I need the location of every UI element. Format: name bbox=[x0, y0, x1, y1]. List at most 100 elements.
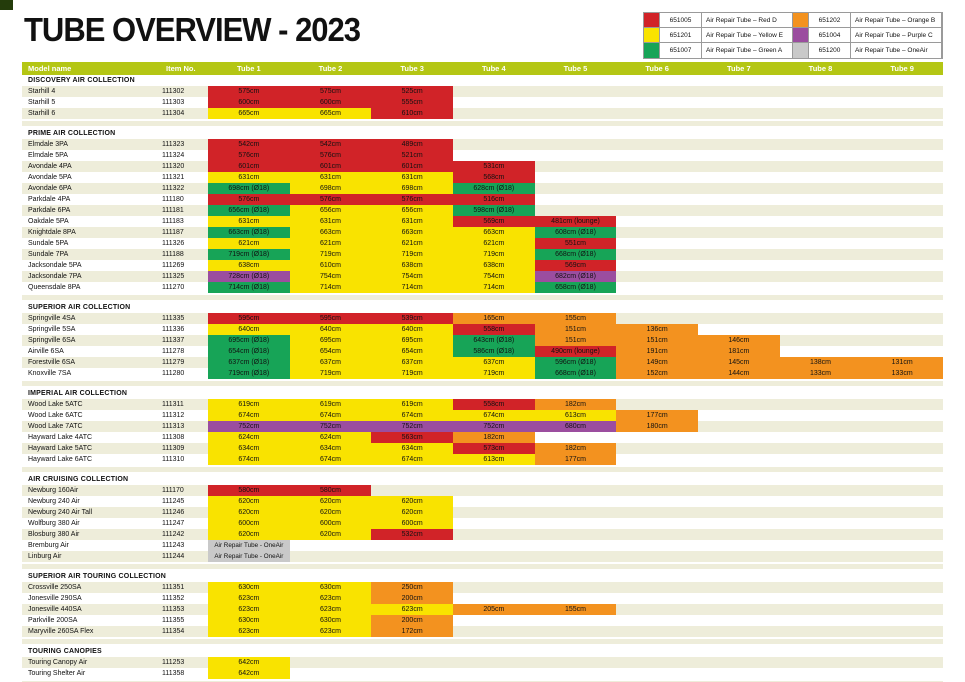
tube-cell bbox=[616, 249, 698, 260]
tube-cell bbox=[780, 227, 862, 238]
table-row: Newburg 240 Air 111245 620cm 620cm 620cm bbox=[22, 496, 943, 507]
item-number: 111358 bbox=[162, 670, 185, 677]
tube-cell: 610cm bbox=[371, 108, 453, 119]
table-row: Starhill 4 111302 575cm 575cm 525cm bbox=[22, 86, 943, 97]
tube-cell: 631cm bbox=[371, 172, 453, 183]
tube-cell: 620cm bbox=[208, 507, 290, 518]
legend-swatch-yellow-icon bbox=[644, 28, 660, 43]
table-row: Parkdale 6PA 111181 656cm (Ø18) 656cm 656cm 5… bbox=[22, 205, 943, 216]
tube-cell bbox=[698, 668, 780, 679]
model-name: Maryville 260SA Flex bbox=[28, 628, 94, 635]
tube-cell bbox=[616, 150, 698, 161]
tube-cell bbox=[616, 216, 698, 227]
tube-cell bbox=[453, 582, 535, 593]
tube-cell: 630cm bbox=[208, 615, 290, 626]
tube-cell bbox=[535, 205, 617, 216]
model-name: Newburg 160Air bbox=[28, 487, 79, 494]
table-row: Crossville 250SA 111351 630cm 630cm 250cm bbox=[22, 582, 943, 593]
tube-cell bbox=[535, 615, 617, 626]
tube-cell: 620cm bbox=[208, 496, 290, 507]
tube-cell bbox=[616, 485, 698, 496]
legend-swatch-orange-icon bbox=[793, 13, 809, 28]
tube-cell: 151cm bbox=[616, 335, 698, 346]
tube-cell: 638cm bbox=[371, 260, 453, 271]
tube-cell bbox=[616, 139, 698, 150]
tube-cell bbox=[616, 668, 698, 679]
item-number: 111269 bbox=[162, 262, 185, 269]
item-number: 111312 bbox=[162, 412, 185, 419]
tube-cell bbox=[453, 551, 535, 562]
tube-cell: 144cm bbox=[697, 368, 780, 379]
tube-cell: 596cm (Ø18) bbox=[534, 357, 617, 368]
item-number: 111170 bbox=[162, 487, 184, 494]
tube-cell bbox=[453, 593, 535, 604]
model-name: Sundale 5PA bbox=[28, 240, 69, 247]
table-row: Jonesville 440SA 111353 623cm 623cm 623cm 205… bbox=[22, 604, 943, 615]
tube-cell: 133cm bbox=[779, 368, 862, 379]
tube-cell bbox=[616, 496, 698, 507]
tube-cell: 151cm bbox=[534, 335, 617, 346]
legend-item: 651200 Air Repair Tube – OneAir bbox=[793, 43, 942, 58]
tube-cell bbox=[861, 604, 943, 615]
tube-cell bbox=[616, 551, 698, 562]
tube-cell: 205cm bbox=[452, 604, 535, 615]
tube-cell bbox=[371, 540, 453, 551]
tube-cell: 754cm bbox=[371, 271, 453, 282]
tube-cell bbox=[616, 657, 698, 668]
tube-cell: 654cm bbox=[289, 346, 372, 357]
model-name: Crossville 250SA bbox=[28, 584, 82, 591]
item-number: 111243 bbox=[162, 542, 185, 549]
tube-cell: 640cm bbox=[208, 324, 290, 335]
tube-cell bbox=[698, 454, 780, 465]
top-bar: TUBE OVERVIEW - 2023 651005 Air Repair Tu… bbox=[0, 0, 965, 59]
tube-cell bbox=[535, 582, 617, 593]
table-row: Forestville 6SA 111279 637cm (Ø18) 637cm 637… bbox=[22, 357, 943, 368]
tube-cell bbox=[535, 183, 617, 194]
tube-cell bbox=[290, 551, 372, 562]
tube-cell bbox=[616, 443, 698, 454]
model-name: Starhill 6 bbox=[28, 110, 56, 117]
table-row: Springville 5SA 111336 640cm 640cm 640cm 558c… bbox=[22, 324, 943, 335]
tube-cell: 637cm bbox=[289, 357, 372, 368]
tube-cell bbox=[861, 410, 943, 421]
tube-cell bbox=[861, 485, 943, 496]
tube-cell bbox=[861, 443, 943, 454]
tube-cell: 656cm bbox=[289, 205, 372, 216]
tube-cell bbox=[861, 271, 943, 282]
tube-cell: 665cm bbox=[289, 108, 372, 119]
tube-cell bbox=[780, 485, 862, 496]
item-number: 111244 bbox=[162, 553, 185, 560]
model-name: Knoxville 7SA bbox=[28, 370, 72, 377]
column-header: Model name bbox=[28, 64, 72, 73]
tube-cell: 663cm bbox=[289, 227, 372, 238]
section-spacer bbox=[22, 381, 943, 386]
tube-cell: 620cm bbox=[208, 529, 290, 540]
table-row: Elmdale 3PA 111323 542cm 542cm 489cm bbox=[22, 139, 943, 150]
tube-cell: 640cm bbox=[289, 324, 372, 335]
tube-cell: 619cm bbox=[289, 399, 372, 410]
tube-cell: 191cm bbox=[616, 346, 698, 357]
tube-cell bbox=[780, 324, 862, 335]
tube-cell bbox=[780, 615, 862, 626]
tube-cell: 621cm bbox=[452, 238, 535, 249]
tube-cell bbox=[698, 313, 780, 324]
tube-cell: 575cm bbox=[208, 86, 290, 97]
tube-cell bbox=[698, 615, 780, 626]
section-spacer bbox=[22, 121, 943, 126]
tube-cell bbox=[453, 657, 535, 668]
tube-cell bbox=[780, 657, 862, 668]
table-row: Blosburg 380 Air 111242 620cm 620cm 532cm bbox=[22, 529, 943, 540]
table-row: Parkville 200SA 111355 630cm 630cm 200cm bbox=[22, 615, 943, 626]
tube-cell: 623cm bbox=[208, 593, 290, 604]
tube-cell: 640cm bbox=[371, 324, 453, 335]
tube-cell: 146cm bbox=[697, 335, 780, 346]
section-header: AIR CRUISING COLLECTION bbox=[28, 476, 129, 483]
legend-swatch-green-icon bbox=[644, 43, 660, 58]
tube-table: Model name Item No. Tube 1 Tube 2 Tube 3 Tube… bbox=[22, 62, 943, 682]
tube-cell bbox=[371, 485, 453, 496]
tube-cell: 719cm bbox=[289, 368, 372, 379]
tube-cell bbox=[535, 161, 617, 172]
tube-cell bbox=[780, 313, 862, 324]
tube-cell: 620cm bbox=[289, 529, 372, 540]
legend-swatch-red-icon bbox=[644, 13, 660, 28]
